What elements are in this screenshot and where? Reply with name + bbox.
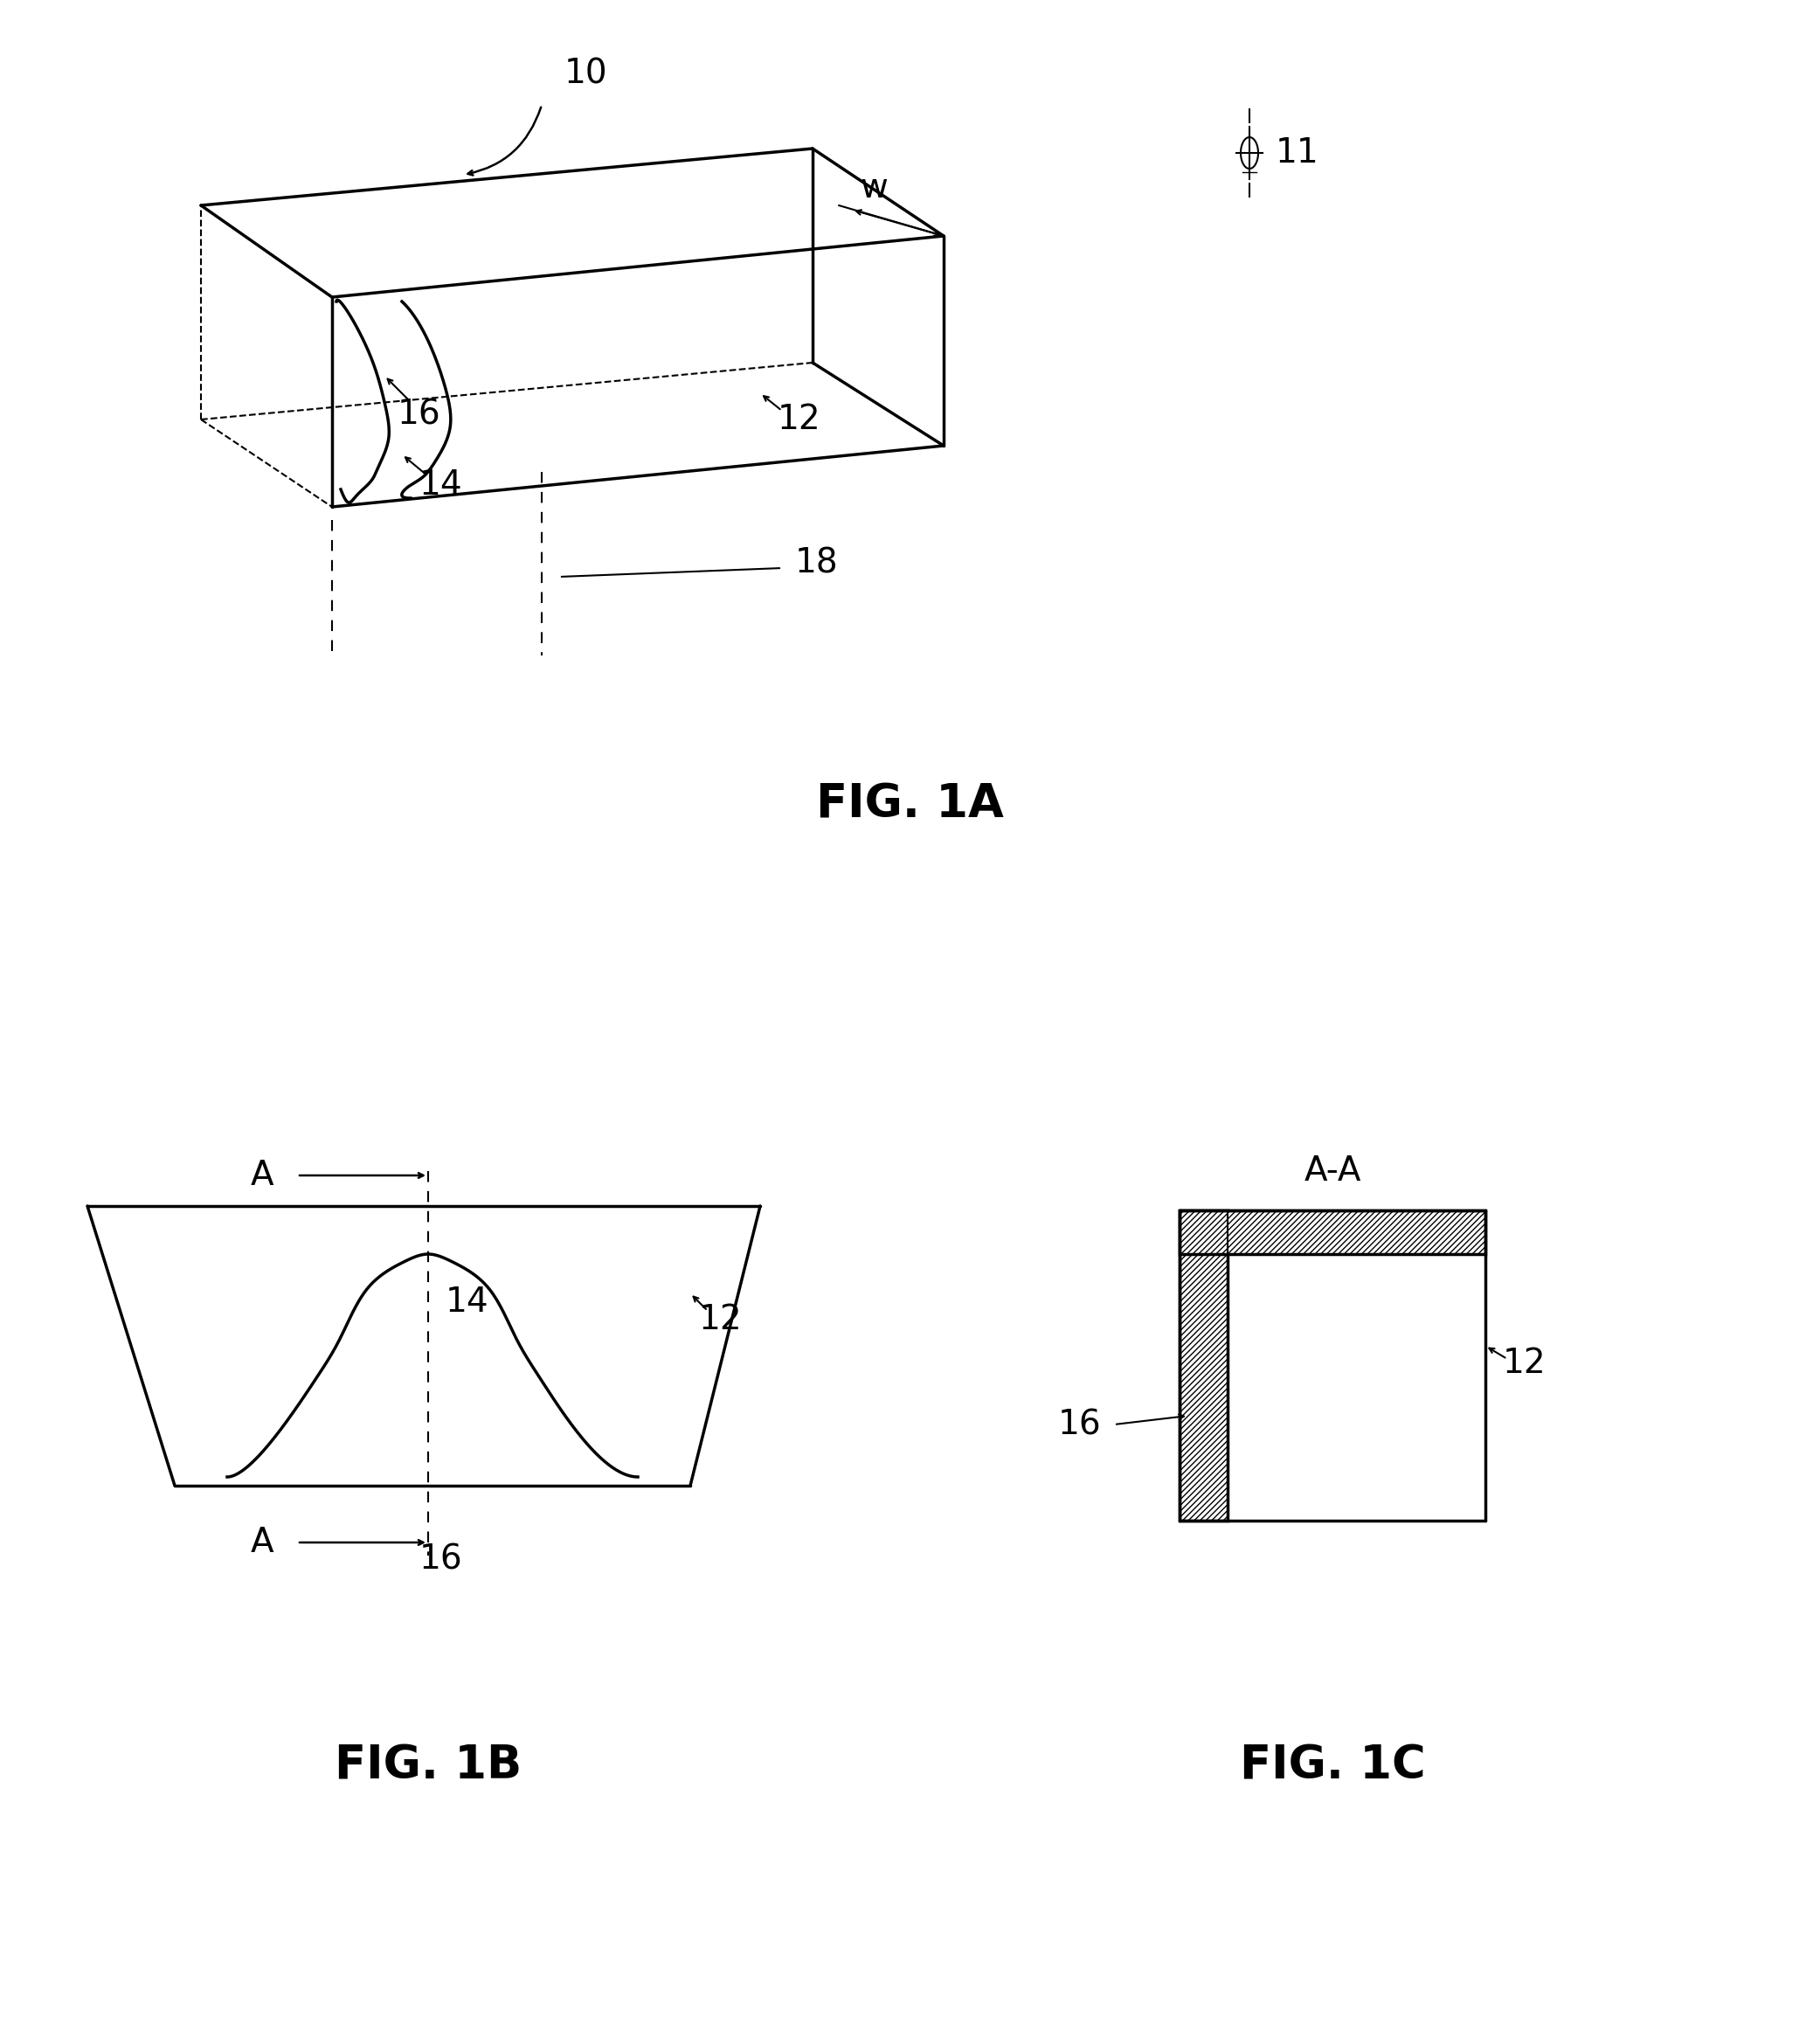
Text: FIG. 1B: FIG. 1B bbox=[335, 1743, 522, 1787]
Bar bbox=[1179, 1210, 1228, 1521]
Text: 12: 12 bbox=[1503, 1347, 1547, 1379]
Text: 16: 16 bbox=[397, 398, 440, 433]
Text: A: A bbox=[251, 1525, 273, 1560]
Text: w: w bbox=[859, 171, 888, 205]
Bar bbox=[1179, 1210, 1485, 1253]
Text: 18: 18 bbox=[795, 546, 839, 581]
Text: 11: 11 bbox=[1276, 136, 1320, 169]
Text: FIG. 1A: FIG. 1A bbox=[815, 782, 1003, 827]
Text: FIG. 1C: FIG. 1C bbox=[1239, 1743, 1425, 1787]
Text: 16: 16 bbox=[419, 1544, 462, 1576]
Text: 12: 12 bbox=[777, 402, 821, 437]
Text: A-A: A-A bbox=[1303, 1154, 1361, 1188]
Text: A: A bbox=[251, 1160, 273, 1192]
Text: 10: 10 bbox=[564, 57, 608, 91]
Text: 12: 12 bbox=[699, 1304, 743, 1336]
Text: 14: 14 bbox=[446, 1286, 490, 1318]
Text: 14: 14 bbox=[419, 469, 462, 502]
Text: 16: 16 bbox=[1057, 1407, 1101, 1442]
